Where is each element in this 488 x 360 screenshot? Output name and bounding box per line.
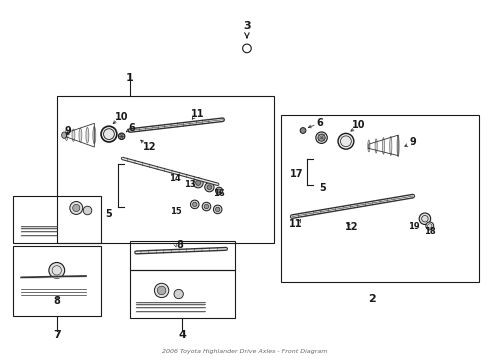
Bar xyxy=(281,116,478,282)
Ellipse shape xyxy=(73,204,80,212)
Ellipse shape xyxy=(154,283,168,298)
Text: 5: 5 xyxy=(105,209,112,219)
Text: 19: 19 xyxy=(407,222,419,231)
Ellipse shape xyxy=(65,130,68,140)
Ellipse shape xyxy=(418,213,430,225)
Ellipse shape xyxy=(374,139,376,153)
Ellipse shape xyxy=(213,205,222,214)
Ellipse shape xyxy=(215,187,222,194)
Text: 2006 Toyota Highlander Drive Axles - Front Diagram: 2006 Toyota Highlander Drive Axles - Fro… xyxy=(162,349,326,354)
Text: 15: 15 xyxy=(170,207,182,216)
Text: 11: 11 xyxy=(191,109,204,119)
Ellipse shape xyxy=(118,133,124,139)
Ellipse shape xyxy=(93,127,96,144)
Text: 3: 3 xyxy=(243,21,250,31)
Ellipse shape xyxy=(337,134,353,149)
Ellipse shape xyxy=(215,207,220,212)
Ellipse shape xyxy=(204,183,214,192)
Text: 6: 6 xyxy=(128,123,135,133)
Ellipse shape xyxy=(425,222,433,230)
Text: 4: 4 xyxy=(178,330,185,340)
Ellipse shape xyxy=(49,262,64,278)
Text: 12: 12 xyxy=(142,142,156,152)
Text: 17: 17 xyxy=(290,168,303,179)
Text: 10: 10 xyxy=(115,112,128,122)
Ellipse shape xyxy=(101,126,117,142)
Text: 10: 10 xyxy=(352,121,365,130)
Text: 14: 14 xyxy=(169,175,181,184)
Ellipse shape xyxy=(195,180,200,185)
Text: 11: 11 xyxy=(288,219,302,229)
Bar xyxy=(13,196,101,243)
Text: 2: 2 xyxy=(367,294,375,304)
Ellipse shape xyxy=(217,189,221,193)
Bar xyxy=(130,241,234,270)
Ellipse shape xyxy=(206,185,211,189)
Bar xyxy=(130,270,234,318)
Text: 1: 1 xyxy=(126,73,134,83)
Ellipse shape xyxy=(72,129,75,141)
Ellipse shape xyxy=(70,202,82,215)
Text: 6: 6 xyxy=(316,118,323,128)
Text: 5: 5 xyxy=(319,183,325,193)
Ellipse shape xyxy=(79,128,81,142)
Ellipse shape xyxy=(192,202,197,207)
Ellipse shape xyxy=(300,128,305,134)
Text: 13: 13 xyxy=(183,180,195,189)
Text: 9: 9 xyxy=(408,138,415,147)
Text: 8: 8 xyxy=(53,296,60,306)
Ellipse shape xyxy=(86,127,89,143)
Text: 8: 8 xyxy=(176,240,183,250)
Ellipse shape xyxy=(83,206,92,215)
Ellipse shape xyxy=(396,135,398,157)
Ellipse shape xyxy=(193,178,203,188)
Ellipse shape xyxy=(157,286,165,295)
Ellipse shape xyxy=(382,138,384,154)
Ellipse shape xyxy=(204,204,208,209)
Text: 18: 18 xyxy=(423,228,435,237)
Ellipse shape xyxy=(202,202,210,211)
Ellipse shape xyxy=(190,200,199,209)
Bar xyxy=(57,96,273,243)
Ellipse shape xyxy=(367,140,369,152)
Text: 12: 12 xyxy=(345,222,358,232)
Bar xyxy=(13,246,101,316)
Ellipse shape xyxy=(315,132,326,143)
Text: 16: 16 xyxy=(213,189,224,198)
Text: 7: 7 xyxy=(53,330,61,340)
Ellipse shape xyxy=(174,289,183,299)
Ellipse shape xyxy=(317,134,325,141)
Text: 9: 9 xyxy=(64,126,71,135)
Ellipse shape xyxy=(61,132,66,138)
Ellipse shape xyxy=(389,136,391,156)
